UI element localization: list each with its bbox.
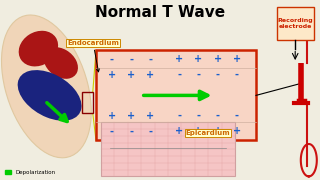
Text: +: + (194, 126, 203, 136)
Text: +: + (108, 111, 116, 121)
Text: +: + (127, 111, 135, 121)
Text: Epicardium: Epicardium (186, 130, 230, 136)
Text: +: + (213, 54, 222, 64)
Bar (101, 122, 235, 176)
Text: Recording
electrode: Recording electrode (277, 18, 313, 29)
Text: +: + (108, 70, 116, 80)
Text: +: + (194, 54, 203, 64)
Text: +: + (146, 111, 155, 121)
Text: -: - (110, 126, 114, 136)
Ellipse shape (18, 70, 82, 121)
Text: -: - (148, 54, 152, 64)
Ellipse shape (44, 47, 78, 79)
Legend: Depolarization: Depolarization (3, 168, 57, 177)
Text: -: - (235, 70, 239, 80)
Text: -: - (235, 111, 239, 121)
Text: +: + (213, 126, 222, 136)
Text: -: - (196, 111, 200, 121)
Bar (96, 50, 256, 140)
Text: -: - (196, 70, 200, 80)
Text: +: + (127, 70, 135, 80)
Ellipse shape (2, 15, 91, 158)
Text: +: + (175, 54, 183, 64)
Text: +: + (175, 126, 183, 136)
Text: -: - (110, 54, 114, 64)
Text: -: - (177, 70, 181, 80)
Text: +: + (233, 54, 241, 64)
Text: -: - (216, 111, 220, 121)
Text: +: + (146, 70, 155, 80)
Text: Normal T Wave: Normal T Wave (95, 5, 225, 20)
Text: -: - (129, 54, 133, 64)
Text: +: + (233, 126, 241, 136)
Text: -: - (216, 70, 220, 80)
Text: -: - (148, 126, 152, 136)
Text: -: - (129, 126, 133, 136)
Ellipse shape (19, 31, 58, 66)
Bar (277, 7, 314, 40)
Text: -: - (177, 111, 181, 121)
Text: Endocardium: Endocardium (67, 40, 119, 72)
Bar (82, 92, 93, 113)
